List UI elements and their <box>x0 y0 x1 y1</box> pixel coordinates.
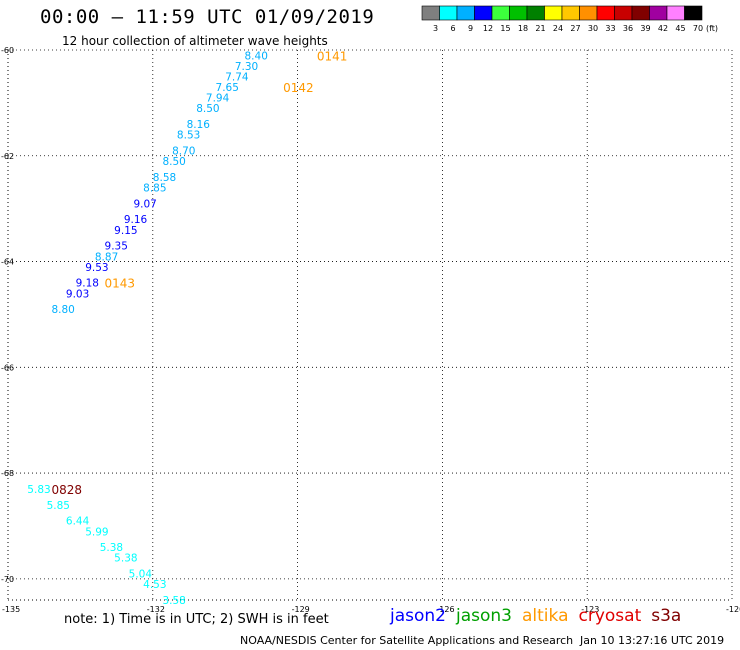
pass-time-label: 0143 <box>105 277 136 291</box>
colorbar-label: 18 <box>518 24 528 33</box>
colorbar-swatch <box>491 5 510 21</box>
colorbar-label: 33 <box>605 24 615 33</box>
colorbar-swatch <box>649 5 668 21</box>
longitude-label: -120 <box>726 605 740 614</box>
colorbar-swatch <box>684 5 703 21</box>
wave-height-value: 9.18 <box>76 278 99 290</box>
longitude-label: -135 <box>2 605 20 614</box>
colorbar-swatch <box>456 5 475 21</box>
wave-height-value: 5.85 <box>47 500 70 512</box>
colorbar-swatch <box>561 5 580 21</box>
wave-height-value: 8.50 <box>162 156 185 168</box>
colorbar-swatch <box>579 5 598 21</box>
colorbar-label: 70 <box>693 24 703 33</box>
colorbar-swatch <box>439 5 458 21</box>
colorbar-label: 45 <box>675 24 685 33</box>
colorbar-label: 15 <box>500 24 510 33</box>
colorbar-swatch <box>526 5 545 21</box>
colorbar-label: 39 <box>640 24 650 33</box>
latitude-label: -60 <box>1 46 14 55</box>
colorbar-label: 36 <box>623 24 633 33</box>
wave-height-value: 5.04 <box>129 569 153 581</box>
satellite-legend-altika: altika <box>522 606 569 626</box>
map-subtitle: 12 hour collection of altimeter wave hei… <box>62 34 328 48</box>
wave-height-value: 7.30 <box>235 61 258 73</box>
wave-height-value: 9.07 <box>133 198 156 210</box>
wave-height-value: 6.44 <box>66 516 90 528</box>
colorbar-swatch <box>614 5 633 21</box>
wave-height-value: 8.16 <box>187 119 211 131</box>
wave-height-value: 9.53 <box>85 262 108 274</box>
wave-height-value: 8.58 <box>153 172 176 184</box>
credit-line: NOAA/NESDIS Center for Satellite Applica… <box>240 634 574 647</box>
colorbar-label: 27 <box>570 24 580 33</box>
units-note: note: 1) Time is in UTC; 2) SWH is in fe… <box>64 612 329 627</box>
latitude-label: -68 <box>1 469 14 478</box>
generated-timestamp: Jan 10 13:27:16 UTC 2019 <box>580 634 725 647</box>
colorbar-unit: (ft) <box>706 24 718 33</box>
map-title: 00:00 – 11:59 UTC 01/09/2019 <box>40 6 375 28</box>
pass-time-label: 0828 <box>51 483 82 497</box>
latitude-label: -62 <box>1 152 14 161</box>
wave-height-value: 8.87 <box>95 251 118 263</box>
colorbar-swatch <box>544 5 563 21</box>
satellite-legend-cryosat: cryosat <box>578 606 642 626</box>
colorbar-label: 9 <box>468 24 473 33</box>
longitude-label: -126 <box>436 605 454 614</box>
pass-time-label: 0141 <box>317 49 348 63</box>
wave-height-value: 9.16 <box>124 214 148 226</box>
wave-height-value: 8.50 <box>196 103 219 115</box>
wave-height-value: 8.40 <box>245 50 268 62</box>
latitude-label: -70 <box>1 575 14 584</box>
wave-height-value: 5.38 <box>100 542 123 554</box>
satellite-legend-s3a: s3a <box>651 606 682 626</box>
wave-height-value: 8.85 <box>143 183 166 195</box>
wave-height-value: 4.53 <box>143 579 166 591</box>
longitude-label: -123 <box>581 605 599 614</box>
longitude-label: -132 <box>147 605 165 614</box>
colorbar-label: 12 <box>483 24 493 33</box>
wave-height-value: 5.99 <box>85 526 108 538</box>
colorbar-label: 6 <box>450 24 455 33</box>
wave-height-value: 9.03 <box>66 288 89 300</box>
colorbar-label: 24 <box>553 24 563 33</box>
wave-height-value: 5.83 <box>27 484 50 496</box>
colorbar-label: 42 <box>658 24 668 33</box>
colorbar-swatch <box>421 5 440 21</box>
wave-height-value: 3.58 <box>162 595 185 607</box>
colorbar-swatch <box>474 5 493 21</box>
wave-height-value: 8.53 <box>177 130 200 142</box>
colorbar-swatch <box>596 5 615 21</box>
wave-height-value: 7.94 <box>206 93 230 105</box>
wave-height-value: 8.70 <box>172 145 195 157</box>
colorbar-label: 30 <box>588 24 598 33</box>
latitude-label: -66 <box>1 363 14 372</box>
wave-height-value: 9.35 <box>105 241 128 253</box>
satellite-legend-jason3: jason3 <box>456 606 512 626</box>
wave-height-value: 7.65 <box>216 82 239 94</box>
colorbar-swatch <box>509 5 528 21</box>
colorbar-label: 21 <box>535 24 545 33</box>
wave-height-value: 5.38 <box>114 553 137 565</box>
satellite-legend: jason2 jason3 altika cryosat s3a <box>390 606 691 626</box>
latitude-label: -64 <box>1 258 14 267</box>
longitude-label: -129 <box>292 605 310 614</box>
colorbar-swatch <box>631 5 650 21</box>
colorbar-swatch <box>666 5 685 21</box>
pass-time-label: 0142 <box>283 81 314 95</box>
wave-height-value: 8.80 <box>51 304 74 316</box>
colorbar-label: 3 <box>433 24 438 33</box>
wave-height-value: 7.74 <box>225 71 249 83</box>
satellite-legend-jason2: jason2 <box>390 606 446 626</box>
wave-height-value: 9.15 <box>114 225 137 237</box>
